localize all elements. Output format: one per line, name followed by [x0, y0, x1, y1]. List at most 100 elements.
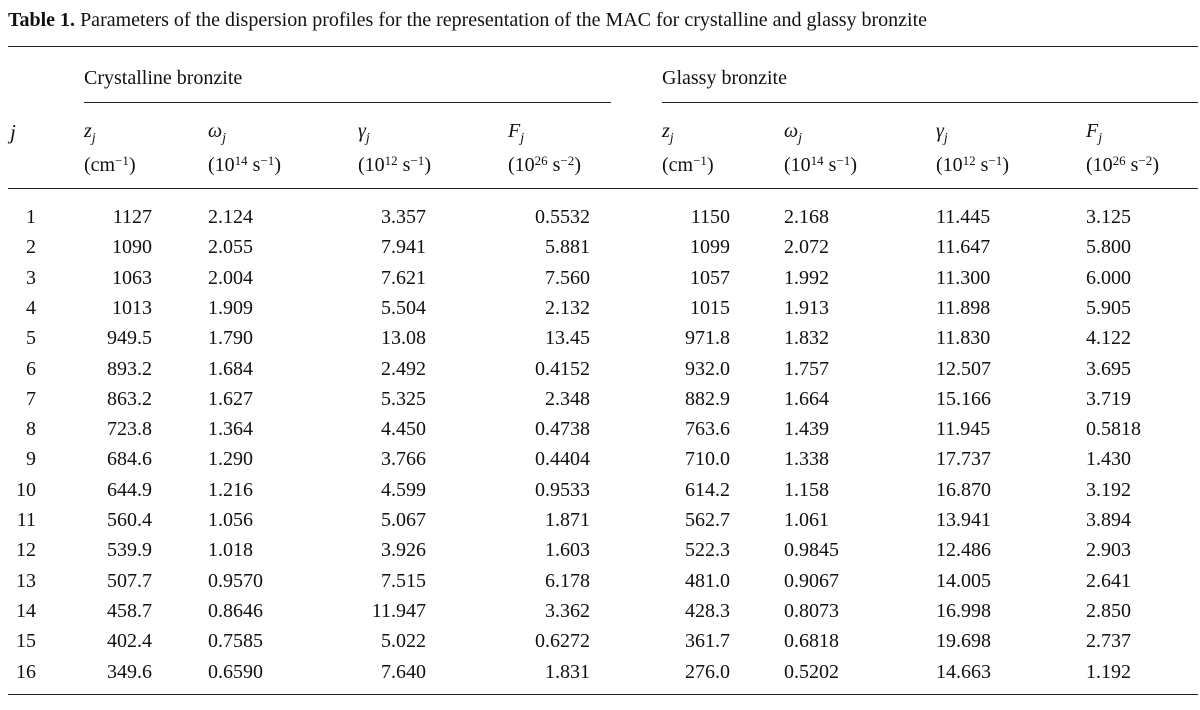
table-cell: 6.178: [545, 569, 590, 592]
table-cell: 3.357: [381, 206, 426, 228]
table-cell: 14.005: [936, 569, 991, 592]
table-cell: 2.072: [784, 236, 829, 259]
table-cell: 1.439: [784, 418, 829, 441]
table-cell: 1.757: [784, 357, 829, 380]
table-cell: 1090: [112, 236, 152, 259]
table-cell: 0.9067: [784, 569, 839, 592]
row-index: 10: [16, 478, 36, 501]
table-cell: 1015: [690, 296, 730, 319]
table-cell: 949.5: [107, 327, 152, 350]
table-cell: 932.0: [685, 357, 730, 380]
table-cell: 0.8646: [208, 599, 263, 622]
table-cell: 1.430: [1086, 448, 1131, 471]
column-unit: (cm−1): [84, 153, 136, 176]
table-cell: 2.168: [784, 206, 829, 228]
table-cell: 2.132: [545, 296, 590, 319]
table-cell: 1013: [112, 296, 152, 319]
table-cell: 0.6272: [535, 630, 590, 653]
table-cell: 1.832: [784, 327, 829, 350]
table-cell: 13.45: [545, 327, 590, 350]
table-cell: 0.6590: [208, 660, 263, 683]
column-unit: (cm−1): [662, 153, 714, 176]
table-cell: 1.627: [208, 387, 253, 410]
table-cell: 5.504: [381, 296, 426, 319]
column-symbol: Fj: [1086, 120, 1103, 146]
header-rule: [8, 188, 1198, 189]
table-caption-text: Parameters of the dispersion profiles fo…: [80, 9, 928, 31]
table-cell: 2.004: [208, 266, 253, 289]
table-cell: 1.664: [784, 387, 829, 410]
row-index: 13: [16, 569, 36, 592]
table-cell: 1.831: [545, 660, 590, 683]
column-symbol: γj: [358, 120, 370, 146]
table-cell: 0.4738: [535, 418, 590, 441]
row-index: 12: [16, 539, 36, 562]
table-cell: 0.6818: [784, 630, 839, 653]
row-index: 6: [26, 357, 36, 380]
row-index: 8: [26, 418, 36, 441]
column-symbol: zj: [662, 120, 674, 146]
table-cell: 7.941: [381, 236, 426, 259]
row-index: 5: [26, 327, 36, 350]
table-cell: 1.603: [545, 539, 590, 562]
table-cell: 1063: [112, 266, 152, 289]
table-cell: 7.640: [381, 660, 426, 683]
table-cell: 5.325: [381, 387, 426, 410]
column-symbol: γj: [936, 120, 948, 146]
table-cell: 3.192: [1086, 478, 1131, 501]
table-cell: 349.6: [107, 660, 152, 683]
table-cell: 1150: [690, 206, 730, 228]
table-cell: 0.4152: [535, 357, 590, 380]
row-index: 16: [16, 660, 36, 683]
table-cell: 2.055: [208, 236, 253, 259]
table-cell: 0.9570: [208, 569, 263, 592]
index-column-header: j: [10, 120, 16, 144]
table-caption-label: Table 1.: [8, 9, 76, 31]
glassy-header-F: Fj (1026 s−2): [1086, 118, 1159, 178]
table-cell: 1.192: [1086, 660, 1131, 683]
table-cell: 0.5202: [784, 660, 839, 683]
bottom-rule: [8, 694, 1198, 695]
table-cell: 4.450: [381, 418, 426, 441]
table-cell: 361.7: [685, 630, 730, 653]
table-cell: 6.000: [1086, 266, 1131, 289]
table-cell: 539.9: [107, 539, 152, 562]
table-cell: 1.158: [784, 478, 829, 501]
table-cell: 11.445: [936, 206, 991, 228]
table-cell: 12.486: [936, 539, 991, 562]
crystalline-header-: γj (1012 s−1): [358, 118, 431, 178]
table-cell: 3.125: [1086, 206, 1131, 228]
table-cell: 13.08: [381, 327, 426, 350]
table-cell: 17.737: [936, 448, 991, 471]
top-rule: [8, 46, 1198, 47]
table-cell: 863.2: [107, 387, 152, 410]
row-index: 15: [16, 630, 36, 653]
table-cell: 16.870: [936, 478, 991, 501]
column-symbol: Fj: [508, 120, 525, 146]
table-cell: 3.766: [381, 448, 426, 471]
table-cell: 7.621: [381, 266, 426, 289]
table-cell: 11.300: [936, 266, 991, 289]
table-cell: 11.898: [936, 296, 991, 319]
table-cell: 644.9: [107, 478, 152, 501]
table-cell: 1.290: [208, 448, 253, 471]
table-cell: 522.3: [685, 539, 730, 562]
table-cell: 3.362: [545, 599, 590, 622]
crystalline-group-rule: [84, 102, 611, 103]
column-unit: (1026 s−2): [1086, 153, 1159, 176]
table-cell: 1.909: [208, 296, 253, 319]
row-index: 7: [26, 387, 36, 410]
table-cell: 2.348: [545, 387, 590, 410]
table-cell: 1.684: [208, 357, 253, 380]
column-symbol: ωj: [208, 120, 227, 146]
table-cell: 11.947: [371, 599, 426, 622]
table-cell: 2.492: [381, 357, 426, 380]
table-cell: 4.599: [381, 478, 426, 501]
table-cell: 1.871: [545, 509, 590, 531]
table-cell: 11.830: [936, 327, 991, 350]
table-cell: 710.0: [685, 448, 730, 471]
table-cell: 507.7: [107, 569, 152, 592]
table-cell: 560.4: [107, 509, 152, 531]
crystalline-header-z: zj (cm−1): [84, 118, 136, 178]
table-cell: 1057: [690, 266, 730, 289]
